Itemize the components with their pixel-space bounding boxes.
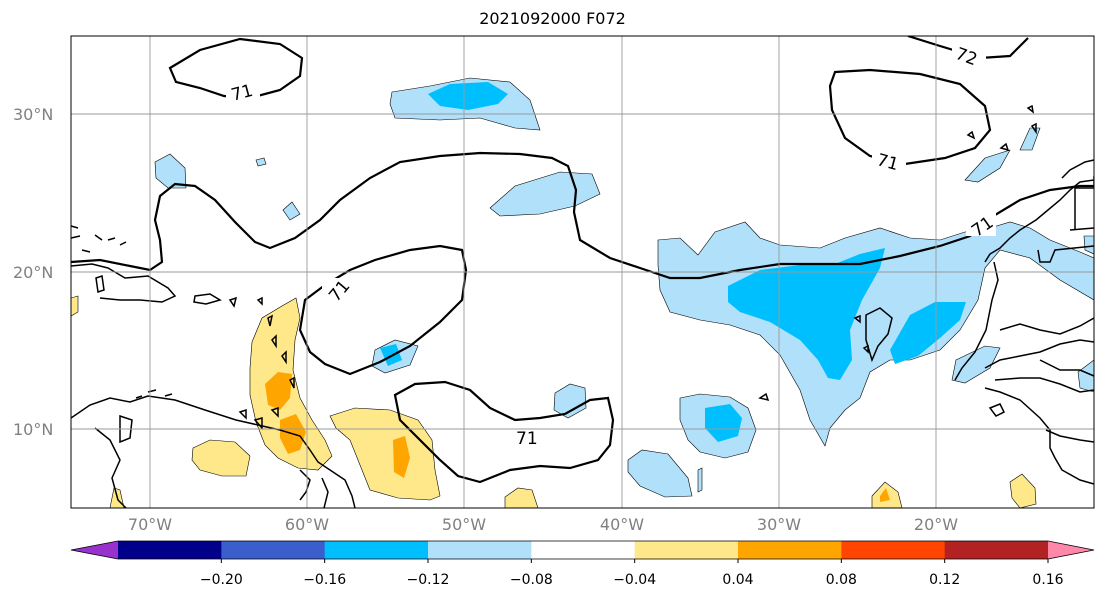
colorbar-swatch [428, 541, 532, 559]
colorbar-swatch [634, 541, 739, 559]
contour-label: 71 [516, 429, 538, 449]
lon-label-50w: 50°W [442, 515, 486, 534]
lon-label-40w: 40°W [600, 515, 644, 534]
lon-label-30w: 30°W [757, 515, 801, 534]
latitude-labels: 30°N 20°N 10°N [13, 105, 53, 439]
lat-label-10n: 10°N [13, 420, 53, 439]
colorbar-tick-label: −0.16 [303, 572, 346, 588]
colorbar-tick-label: 0.16 [1032, 572, 1063, 588]
colorbar-swatch [221, 541, 326, 559]
coastlines [71, 104, 1094, 508]
colorbar-outline [70, 540, 1095, 560]
lon-label-20w: 20°W [914, 515, 958, 534]
colorbar: −0.20 −0.16 −0.12 −0.08 −0.04 0.04 0.08 0.12 0.1… [70, 540, 1095, 588]
lon-label-60w: 60°W [285, 515, 329, 534]
map-title: 2021092000 F072 [479, 9, 626, 28]
map-plot-area: 71 71 71 71 72 71 [71, 36, 1094, 508]
colorbar-extend-low [71, 541, 118, 559]
colorbar-extend-high [1048, 541, 1094, 559]
colorbar-tick-label: 0.04 [722, 572, 753, 588]
colorbar-tick-label: 0.08 [826, 572, 857, 588]
colorbar-tick-label: −0.12 [407, 572, 450, 588]
colorbar-swatch [324, 541, 429, 559]
longitude-labels: 70°W 60°W 50°W 40°W 30°W 20°W [128, 515, 958, 534]
colorbar-swatch [841, 541, 946, 559]
colorbar-swatch [531, 541, 636, 559]
lon-label-70w: 70°W [128, 515, 172, 534]
map-frame [70, 35, 1095, 509]
colorbar-tick-label: −0.08 [510, 572, 553, 588]
negative-anomaly-mid [380, 82, 966, 442]
colorbar-tick-label: −0.04 [613, 572, 656, 588]
lat-label-20n: 20°N [13, 263, 53, 282]
colorbar-swatch [944, 541, 1049, 559]
height-contours [71, 36, 1094, 484]
colorbar-tick-label: 0.12 [929, 572, 960, 588]
lat-label-30n: 30°N [13, 105, 53, 124]
colorbar-swatch [738, 541, 842, 559]
colorbar-swatch [118, 541, 222, 559]
contour-label-group: 71 71 71 71 72 71 [226, 44, 997, 449]
graticule [71, 36, 1094, 508]
colorbar-tick-label: −0.20 [200, 572, 243, 588]
